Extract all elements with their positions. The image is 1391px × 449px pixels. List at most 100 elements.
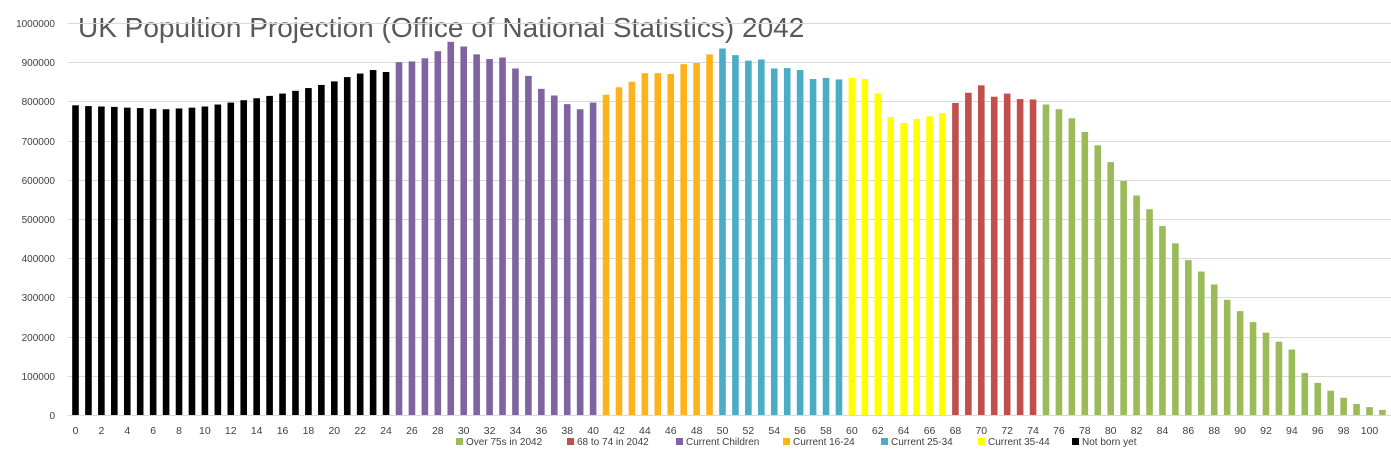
bar <box>1379 409 1386 415</box>
chart-title: UK Popultion Projection (Office of Natio… <box>78 12 804 43</box>
bar <box>926 116 933 416</box>
bar <box>576 109 584 416</box>
bar <box>123 107 131 416</box>
bar <box>331 81 338 415</box>
bar <box>369 70 377 415</box>
bar <box>589 102 597 415</box>
bar <box>356 73 364 415</box>
bar <box>1029 99 1037 415</box>
x-tick-label: 70 <box>975 425 987 437</box>
bar <box>1366 407 1373 415</box>
x-tick-label: 40 <box>587 425 599 437</box>
bar <box>279 93 286 415</box>
legend: Over 75s in 2042 68 to 74 in 2042 Current … <box>456 437 1137 448</box>
x-axis-ticks: 0 2 4 6 8 10 12 14 16 18 20 22 24 26 28 30 32 34 36 38 40 42 4… <box>73 425 1379 437</box>
bar <box>72 105 79 415</box>
x-tick-label: 50 <box>717 425 729 437</box>
bar <box>305 88 312 415</box>
x-tick-label: 54 <box>768 425 780 437</box>
bar <box>486 59 493 416</box>
x-tick-label: 42 <box>613 425 625 437</box>
bar <box>1146 209 1153 415</box>
bar <box>343 77 351 415</box>
bar <box>201 106 209 415</box>
bar <box>1185 260 1192 415</box>
x-tick-label: 12 <box>225 425 237 437</box>
x-tick-label: 20 <box>328 425 340 437</box>
legend-swatch <box>676 438 683 445</box>
x-tick-label: 92 <box>1260 425 1272 437</box>
x-tick-label: 94 <box>1286 425 1298 437</box>
bar <box>758 59 765 416</box>
series-current-25-34 <box>719 48 843 416</box>
bar <box>680 64 687 415</box>
bar <box>952 102 959 415</box>
bar <box>1042 104 1050 415</box>
bar <box>1314 382 1322 415</box>
legend-label: Over 75s in 2042 <box>466 437 543 448</box>
bar <box>460 46 467 416</box>
bar <box>770 68 778 415</box>
legend-label: 68 to 74 in 2042 <box>577 437 649 448</box>
y-tick-label: 300000 <box>22 293 56 304</box>
bar <box>214 104 222 415</box>
bar <box>835 79 843 415</box>
legend-label: Current 35-44 <box>988 437 1050 448</box>
y-tick-label: 200000 <box>22 333 56 344</box>
x-tick-label: 82 <box>1131 425 1143 437</box>
bar <box>563 104 571 415</box>
x-tick-label: 8 <box>176 425 182 437</box>
legend-label: Current Children <box>686 437 759 448</box>
y-tick-label: 100000 <box>22 372 56 383</box>
bar <box>693 62 700 415</box>
bar <box>292 90 299 415</box>
bar <box>783 68 791 415</box>
x-tick-label: 58 <box>820 425 832 437</box>
bar <box>654 73 662 416</box>
bar <box>719 48 726 415</box>
bar <box>447 41 455 415</box>
x-tick-label: 84 <box>1157 425 1169 437</box>
bar <box>1016 99 1024 416</box>
bar <box>136 108 144 415</box>
x-tick-label: 24 <box>380 425 392 437</box>
x-tick-label: 4 <box>124 425 130 437</box>
bar <box>1288 349 1296 415</box>
bar <box>1133 195 1140 415</box>
bar <box>473 54 480 416</box>
bar <box>1159 226 1166 415</box>
x-tick-label: 60 <box>846 425 858 437</box>
bar <box>1353 404 1360 415</box>
bar <box>796 70 804 415</box>
bar <box>1120 180 1127 415</box>
x-tick-label: 0 <box>73 425 79 437</box>
bar <box>1068 118 1076 415</box>
bar <box>1094 145 1102 416</box>
bar <box>382 72 390 415</box>
series-current-16-24 <box>602 54 713 416</box>
x-tick-label: 30 <box>458 425 470 437</box>
x-tick-label: 34 <box>510 425 522 437</box>
bar <box>175 108 183 416</box>
bar <box>1003 93 1011 415</box>
bar <box>667 73 675 416</box>
bar <box>98 106 105 415</box>
bar <box>990 96 998 415</box>
x-tick-label: 100 <box>1361 425 1379 437</box>
x-tick-label: 14 <box>251 425 263 437</box>
legend-swatch <box>1072 438 1079 445</box>
x-tick-label: 88 <box>1208 425 1220 437</box>
bar <box>525 75 532 416</box>
x-tick-label: 2 <box>98 425 104 437</box>
x-tick-label: 6 <box>150 425 156 437</box>
x-tick-label: 72 <box>1001 425 1013 437</box>
bar <box>162 109 170 416</box>
y-axis-ticks: 0 100000 200000 300000 400000 500000 600000 700… <box>16 19 55 422</box>
legend-item: Current 25-34 <box>881 437 953 448</box>
x-tick-label: 86 <box>1182 425 1194 437</box>
bar <box>1249 322 1257 415</box>
x-tick-label: 32 <box>484 425 496 437</box>
bar <box>732 55 739 415</box>
